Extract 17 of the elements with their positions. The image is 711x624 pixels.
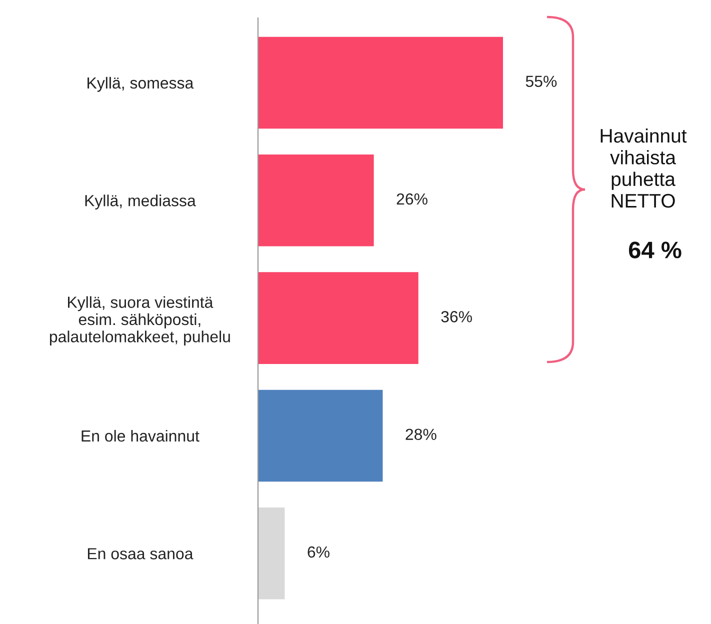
bar <box>258 36 503 129</box>
y-tick-label: Kyllä, mediassa <box>85 194 196 210</box>
text: 64 % <box>628 242 682 258</box>
y-tick-label: En ole havainnut <box>82 430 200 442</box>
bar <box>258 154 374 246</box>
y-tick-label: Kyllä, suora viestintä esim. sähköposti, palautelomakkeet, puhelu <box>50 296 230 346</box>
data-label: 28% <box>406 428 436 440</box>
bar <box>258 508 285 600</box>
data-label: 36% <box>441 311 472 322</box>
bar <box>258 390 383 482</box>
y-tick-label: Kyllä, somessa <box>88 76 194 92</box>
data-label: 6% <box>308 546 330 558</box>
bar <box>258 272 418 364</box>
text: Havainnut vihaista puhetta NETTO <box>600 128 687 208</box>
y-tick-label: En osaa sanoa <box>88 548 194 560</box>
data-label: 55% <box>526 76 557 88</box>
data-label: 26% <box>396 193 428 205</box>
